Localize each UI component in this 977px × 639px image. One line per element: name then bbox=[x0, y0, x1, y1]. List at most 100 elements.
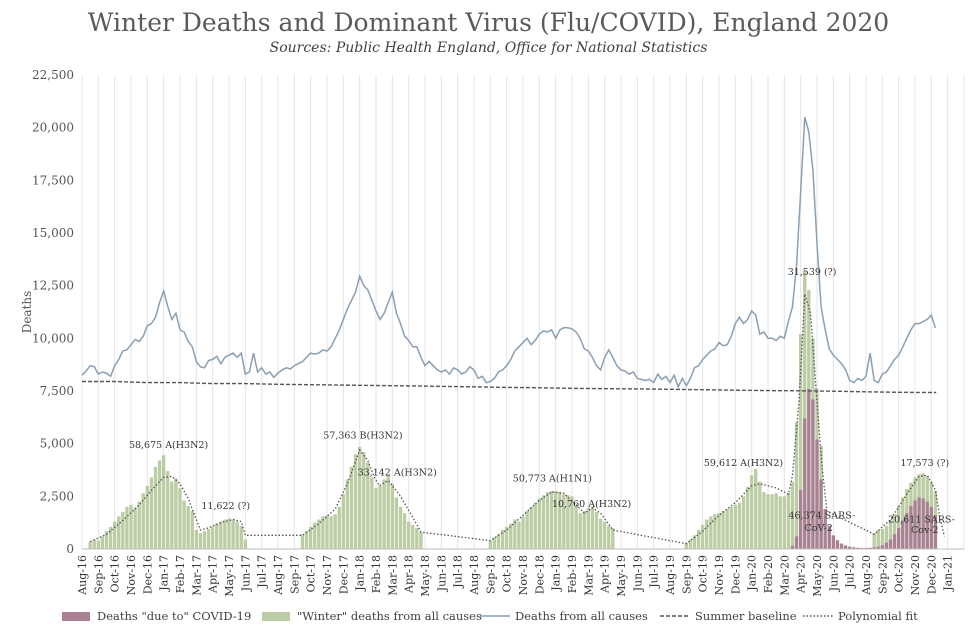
winter-bar bbox=[725, 508, 729, 549]
covid-bar bbox=[884, 542, 889, 549]
x-tick-label: Jan-18 bbox=[354, 555, 367, 592]
winter-bar bbox=[766, 494, 770, 549]
winter-bar bbox=[896, 505, 901, 549]
legend-swatch bbox=[62, 612, 90, 621]
winter-bar bbox=[104, 531, 109, 549]
winter-bar bbox=[803, 270, 807, 549]
winter-bar bbox=[223, 519, 227, 549]
winter-bar bbox=[553, 491, 558, 549]
winter-bar bbox=[892, 514, 897, 549]
winter-bar bbox=[398, 506, 403, 549]
winter-bar bbox=[598, 518, 603, 549]
x-tick-label: May-19 bbox=[615, 555, 628, 597]
covid-bar bbox=[847, 546, 852, 549]
winter-bar bbox=[374, 487, 378, 549]
covid-bar bbox=[819, 479, 823, 549]
winter-bar bbox=[517, 521, 521, 549]
annotation-label: 10,760 A(H3N2) bbox=[552, 499, 631, 510]
winter-bar bbox=[88, 541, 92, 549]
legend-swatch bbox=[262, 612, 290, 621]
covid-bar bbox=[872, 547, 876, 549]
winter-bar bbox=[117, 516, 121, 549]
winter-bar bbox=[533, 502, 537, 549]
winter-bar bbox=[370, 477, 374, 549]
x-tick-label: Feb-17 bbox=[174, 555, 187, 593]
annotation-label: 59,612 A(H3N2) bbox=[704, 458, 783, 469]
x-tick-label: Oct-18 bbox=[501, 555, 514, 592]
winter-bar bbox=[390, 483, 395, 549]
x-tick-label: Mar-20 bbox=[778, 555, 791, 596]
winter-bar bbox=[145, 485, 150, 549]
winter-bar bbox=[317, 519, 321, 549]
covid-bar bbox=[803, 418, 807, 549]
winter-bar bbox=[149, 477, 154, 549]
winter-bar bbox=[186, 505, 190, 549]
x-tick-label: May-18 bbox=[419, 555, 432, 597]
covid-bar bbox=[811, 399, 815, 549]
winter-bar bbox=[174, 478, 178, 549]
winter-bar bbox=[121, 512, 125, 549]
x-tick-label: Aug-20 bbox=[860, 555, 873, 596]
annotation-label: 17,573 (?) bbox=[900, 458, 949, 469]
winter-bar bbox=[215, 523, 219, 549]
x-tick-label: Jun-17 bbox=[239, 555, 252, 592]
covid-bar bbox=[852, 547, 856, 549]
winter-bar bbox=[770, 494, 774, 549]
annotation-label: 58,675 A(H3N2) bbox=[129, 440, 208, 451]
winter-bar bbox=[545, 492, 550, 549]
x-tick-label: Oct-19 bbox=[697, 555, 710, 592]
winter-bar bbox=[762, 492, 766, 549]
winter-bar bbox=[198, 533, 203, 549]
winter-bar bbox=[96, 540, 101, 549]
winter-bar bbox=[611, 527, 615, 549]
y-tick-label: 2,500 bbox=[40, 489, 74, 503]
x-tick-label: Jan-20 bbox=[746, 555, 759, 592]
x-tick-label: Sep-20 bbox=[876, 555, 889, 594]
covid-bar bbox=[925, 501, 929, 549]
x-tick-label: Jul-18 bbox=[452, 555, 465, 589]
annotation-label: 50,773 A(H1N1) bbox=[513, 474, 592, 485]
winter-bar bbox=[513, 519, 517, 549]
winter-bar bbox=[227, 518, 231, 549]
winter-bar bbox=[713, 514, 717, 549]
annotation-label: 31,539 (?) bbox=[788, 267, 837, 278]
winter-bar bbox=[219, 521, 223, 549]
covid-bar bbox=[888, 539, 893, 549]
winter-bar bbox=[782, 496, 787, 549]
y-tick-label: 0 bbox=[66, 542, 74, 556]
x-tick-label: Apr-19 bbox=[599, 555, 612, 594]
x-tick-label: Sep-16 bbox=[92, 555, 105, 594]
winter-bar bbox=[798, 334, 803, 549]
winter-bar bbox=[308, 526, 313, 549]
covid-bar bbox=[798, 490, 803, 549]
winter-bar bbox=[243, 539, 248, 549]
winter-bar bbox=[578, 513, 582, 549]
winter-bar bbox=[341, 494, 346, 549]
winter-bar bbox=[504, 526, 509, 549]
legend-label: Summer baseline bbox=[695, 609, 797, 623]
winter-bar bbox=[488, 540, 493, 549]
x-tick-label: Oct-20 bbox=[893, 555, 906, 592]
covid-bar bbox=[839, 543, 844, 549]
winter-bar bbox=[325, 515, 329, 549]
winter-bar bbox=[100, 536, 105, 549]
winter-bar bbox=[304, 531, 309, 549]
legend-label: Deaths from all causes bbox=[515, 609, 648, 623]
x-tick-label: Jul-19 bbox=[648, 555, 661, 589]
winter-bar bbox=[794, 422, 799, 549]
winter-bar bbox=[737, 502, 742, 549]
y-tick-label: 12,500 bbox=[32, 279, 74, 293]
winter-bar bbox=[602, 521, 607, 549]
x-tick-label: Jan-19 bbox=[550, 555, 563, 592]
covid-bar bbox=[823, 508, 827, 549]
covid-bar bbox=[913, 500, 917, 549]
covid-bar bbox=[892, 534, 897, 549]
winter-bar bbox=[786, 493, 791, 549]
x-tick-label: Jan-21 bbox=[942, 555, 955, 592]
winter-bar bbox=[137, 501, 141, 549]
winter-bar bbox=[696, 530, 701, 549]
winter-bar bbox=[733, 504, 738, 549]
winter-bar bbox=[758, 481, 762, 549]
